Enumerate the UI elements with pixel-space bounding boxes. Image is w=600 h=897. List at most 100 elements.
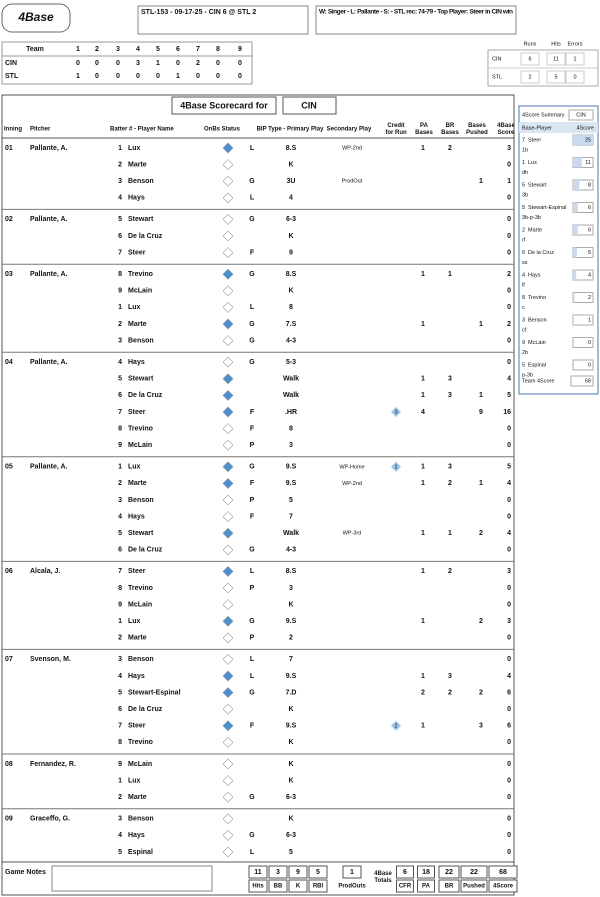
batter-name: Steer — [128, 249, 146, 256]
bip-type: G — [249, 832, 255, 839]
onbase-icon — [222, 846, 234, 858]
credit-icon — [391, 461, 401, 472]
onbase-icon — [222, 565, 234, 577]
4base-score: 0 — [507, 816, 511, 823]
title-box — [171, 96, 277, 115]
batter-name: Trevino — [128, 271, 153, 278]
batter-number: 3 — [118, 178, 122, 185]
player-name: Marte — [528, 227, 542, 233]
stat-value: 5 — [316, 869, 320, 876]
stat-cell — [248, 865, 268, 879]
batter-name: Marte — [128, 480, 147, 487]
bip-type: F — [250, 723, 255, 730]
onbase-icon — [222, 301, 234, 313]
totals-cell — [565, 52, 585, 66]
4base-score: 0 — [507, 761, 511, 768]
4base-score: 5 — [507, 392, 511, 399]
batter-name: Stewart-Espinal — [128, 689, 181, 696]
team-name: STL — [5, 73, 19, 80]
batter-number: 9 — [118, 288, 122, 295]
4base-score: 0 — [507, 739, 511, 746]
totals-head: Hits — [551, 41, 561, 47]
batter-name: Trevino — [128, 585, 153, 592]
pitcher-name: Pallante, A. — [30, 464, 68, 471]
batter-name: Marte — [128, 794, 147, 801]
onbase-icon — [222, 813, 234, 825]
player-position: 1b — [522, 147, 528, 153]
total-value: 22 — [470, 869, 478, 876]
primary-play: K — [288, 601, 293, 608]
pitcher-name: Pallante, A. — [30, 271, 68, 278]
batter-number: 1 — [118, 464, 122, 471]
4base-score: 0 — [507, 161, 511, 168]
totals-cell — [565, 70, 585, 84]
4base-score: 6 — [507, 723, 511, 730]
primary-play: 5-3 — [286, 359, 296, 366]
br-bases: 3 — [448, 392, 452, 399]
bip-type: G — [249, 337, 255, 344]
onbase-icon — [222, 775, 234, 787]
team-score: 68 — [585, 378, 591, 384]
team-name: CIN — [5, 60, 17, 67]
player-score: 0 — [588, 340, 591, 346]
player-name: Steer — [528, 137, 541, 143]
totals-cell — [520, 52, 540, 66]
inning-number: 04 — [5, 359, 13, 366]
primary-play: K — [288, 761, 293, 768]
4base-score: 4 — [507, 376, 511, 383]
pa-bases: 1 — [421, 530, 425, 537]
primary-play: K — [288, 706, 293, 713]
batter-number: 3 — [118, 656, 122, 663]
score-bar — [573, 225, 578, 235]
primary-play: K — [288, 816, 293, 823]
bip-type: L — [250, 568, 255, 575]
4base-score: 0 — [507, 497, 511, 504]
br-bases: 3 — [448, 464, 452, 471]
onbase-icon — [222, 373, 234, 385]
primary-play: 2 — [289, 635, 293, 642]
inning-runs: 0 — [216, 73, 220, 80]
onbase-icon — [222, 318, 234, 330]
batter-number: 8 — [118, 271, 122, 278]
player-score: 1 — [588, 317, 591, 323]
summary-title: 4Score Summary — [522, 112, 565, 118]
br-bases: 1 — [448, 271, 452, 278]
batter-name: Benson — [128, 816, 154, 823]
4base-score: 0 — [507, 359, 511, 366]
primary-play: 8.S — [286, 568, 297, 575]
player-position: ss — [522, 260, 528, 266]
stat-label: BB — [274, 884, 283, 890]
batter-number: 3 — [118, 497, 122, 504]
scorecard-frame — [1, 94, 515, 896]
pa-bases: 1 — [421, 568, 425, 575]
primary-play: 9.S — [286, 618, 297, 625]
batter-name: Espinal — [128, 849, 153, 856]
column-head: BR Bases — [441, 123, 459, 136]
player-number: 1 — [522, 160, 525, 166]
score-bar — [573, 270, 577, 280]
inning-number: 06 — [5, 568, 13, 575]
batter-number: 9 — [118, 601, 122, 608]
batter-number: 1 — [118, 777, 122, 784]
4base-score: 0 — [507, 425, 511, 432]
primary-play: 6-3 — [286, 832, 296, 839]
player-name: Benson — [528, 317, 547, 323]
pitcher-name: Pallante, A. — [30, 359, 68, 366]
batter-number: 7 — [118, 568, 122, 575]
bip-type: F — [250, 249, 255, 256]
onbase-icon — [222, 159, 234, 171]
inning-runs: 0 — [196, 73, 200, 80]
total-cell — [438, 865, 460, 879]
stat-label-cell — [248, 879, 268, 893]
totals-cell — [546, 52, 566, 66]
player-score: 6 — [588, 227, 591, 233]
batter-name: Marte — [128, 635, 147, 642]
inning-runs: 0 — [116, 73, 120, 80]
4base-score: 0 — [507, 249, 511, 256]
bip-type: L — [250, 195, 255, 202]
batter-name: De la Cruz — [128, 706, 163, 713]
4base-score: 0 — [507, 849, 511, 856]
onbase-icon — [222, 653, 234, 665]
4base-score: 0 — [507, 601, 511, 608]
